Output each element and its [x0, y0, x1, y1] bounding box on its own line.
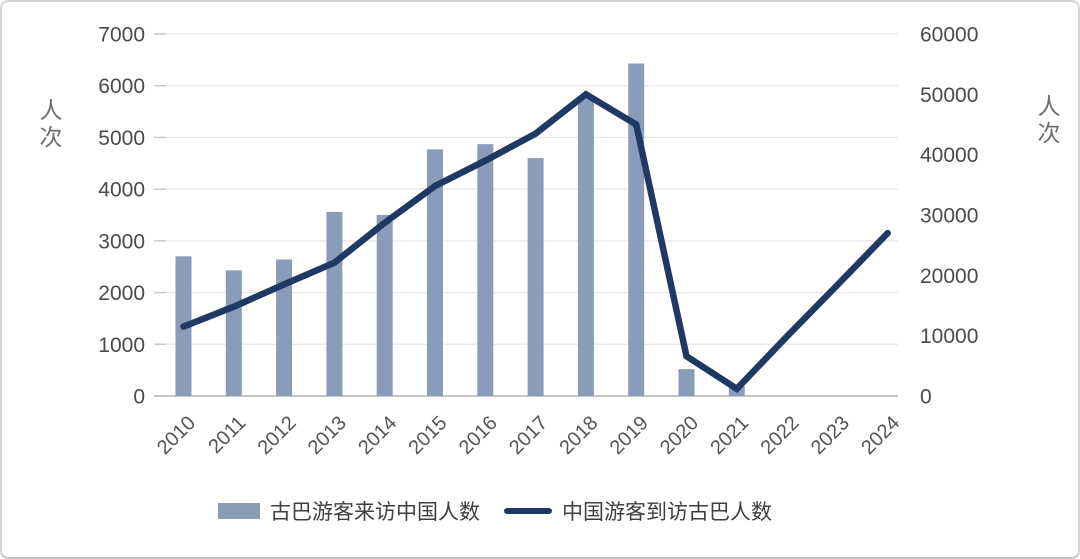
- bar-2015: [427, 149, 443, 396]
- left-axis-tick-labels: 0 1000 2000 3000 4000 5000 6000 7000: [98, 24, 145, 409]
- right-axis-tick-label: 50000: [920, 84, 978, 107]
- x-axis-tick-label-2010: 2010: [153, 412, 200, 459]
- bar-2013: [326, 211, 343, 396]
- x-axis-tick-label-2018: 2018: [555, 412, 602, 459]
- x-axis-tick-label-2023: 2023: [807, 412, 854, 459]
- bar-2016: [477, 144, 494, 396]
- right-axis-tick-label: 10000: [920, 325, 978, 348]
- x-axis-tick-label-2022: 2022: [757, 412, 804, 459]
- legend-label-line-series: 中国游客到访古巴人数: [562, 501, 772, 524]
- right-axis-tick-label: 30000: [920, 205, 978, 228]
- x-axis-tick-label-2011: 2011: [204, 412, 250, 458]
- left-axis-tick-label: 7000: [98, 24, 145, 47]
- legend-bar-swatch: [218, 503, 260, 519]
- right-axis-tick-labels: 0 10000 20000 30000 40000 50000 60000: [920, 24, 978, 409]
- bar-2020: [678, 369, 695, 396]
- x-axis-tick-label-2014: 2014: [354, 412, 401, 459]
- right-axis-tick-label: 0: [920, 386, 932, 409]
- left-axis-tick-label: 3000: [98, 230, 145, 253]
- right-axis-tick-label: 40000: [920, 144, 978, 167]
- bar-2011: [225, 270, 242, 396]
- bar-2012: [276, 259, 293, 396]
- right-axis-tick-label: 20000: [920, 265, 978, 288]
- x-axis-tick-label-2013: 2013: [304, 412, 351, 459]
- left-axis-tick-label: 6000: [98, 75, 145, 98]
- left-axis-tick-label: 5000: [98, 127, 145, 150]
- line-china-to-cuba: [180, 90, 891, 393]
- bar-2014: [376, 215, 393, 396]
- legend-line-swatch: [504, 508, 552, 514]
- x-axis-tick-label-2021: 2021: [706, 412, 753, 459]
- left-axis-tick-label: 2000: [98, 282, 145, 305]
- x-axis-tick-label-2017: 2017: [505, 412, 552, 459]
- bar-2019: [628, 63, 645, 396]
- legend: 古巴游客来访中国人数 中国游客到访古巴人数: [2, 496, 1078, 526]
- left-axis-tick-label: 0: [133, 386, 145, 409]
- bar-2018: [577, 98, 594, 397]
- x-axis-tick-label-2015: 2015: [405, 412, 452, 459]
- bar-2017: [527, 158, 544, 396]
- x-axis-tick-labels: 2010 2011 2012 2013 2014 2015 2016 2017 2018 2019…: [153, 412, 904, 459]
- x-axis-tick-label-2012: 2012: [254, 412, 301, 459]
- axis-ticks: [154, 33, 166, 345]
- right-axis-tick-label: 60000: [920, 24, 978, 47]
- x-axis-tick-label-2019: 2019: [606, 412, 653, 459]
- right-axis-title: 人次: [1034, 94, 1060, 148]
- left-axis-title: 人次: [36, 98, 62, 152]
- x-axis-tick-label-2024: 2024: [857, 412, 904, 459]
- left-axis-tick-label: 1000: [98, 334, 145, 357]
- line-series: [180, 90, 891, 393]
- x-axis-tick-label-2016: 2016: [455, 412, 502, 459]
- legend-label-bar-series: 古巴游客来访中国人数: [270, 501, 480, 524]
- left-axis-tick-label: 4000: [98, 179, 145, 202]
- x-axis-tick-label-2020: 2020: [656, 412, 703, 459]
